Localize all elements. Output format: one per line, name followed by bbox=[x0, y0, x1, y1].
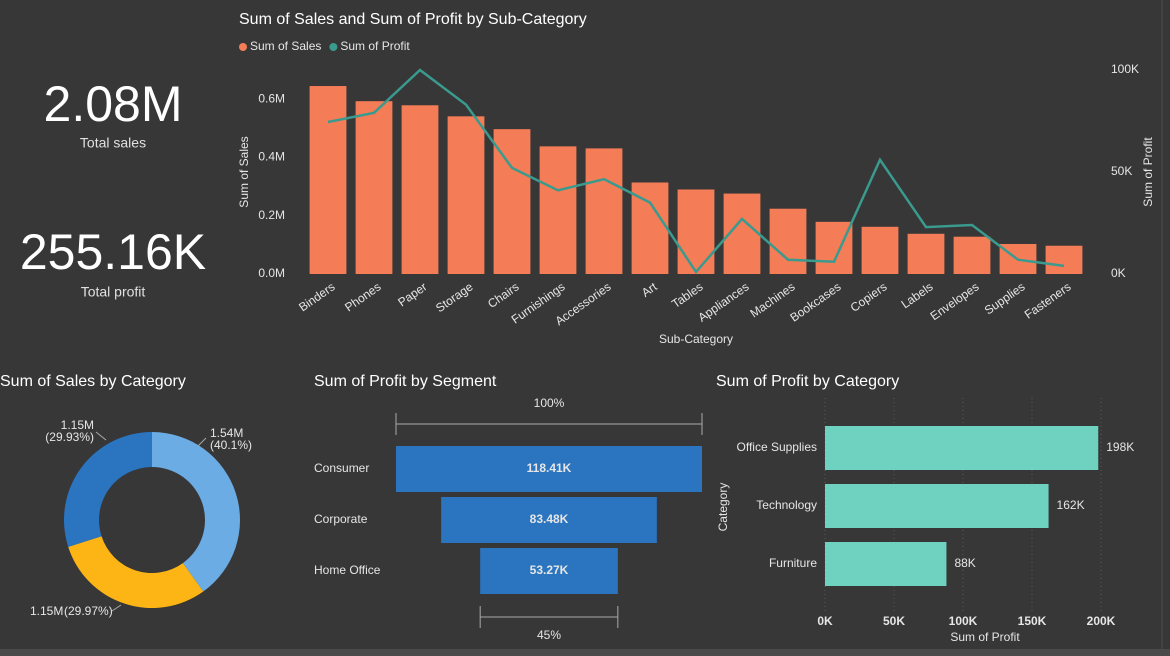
data-label: 1.54M bbox=[210, 426, 243, 440]
y-tick-label: 0.6M bbox=[258, 91, 285, 105]
y-axis-title: Sum of Sales bbox=[237, 136, 251, 207]
data-label: 118.41K bbox=[527, 461, 572, 475]
y-tick-label: 0.2M bbox=[258, 208, 285, 222]
percent-label: (40.1%) bbox=[210, 438, 252, 452]
chart-title: Sum of Sales by Category bbox=[0, 373, 186, 390]
legend-label: Sum of Sales bbox=[250, 39, 321, 53]
kpi-label: Total sales bbox=[80, 135, 146, 151]
data-label: 88K bbox=[954, 556, 975, 570]
y2-axis-title: Sum of Profit bbox=[1141, 137, 1155, 207]
data-label: 53.27K bbox=[530, 563, 569, 577]
line bbox=[327, 68, 1065, 275]
leader-line bbox=[111, 604, 122, 612]
category-label: Consumer bbox=[314, 461, 369, 475]
bar bbox=[825, 542, 947, 586]
x-tick-label: 200K bbox=[1087, 614, 1116, 628]
donut-slice bbox=[152, 432, 241, 592]
data-label: 83.48K bbox=[530, 512, 569, 526]
kpi-label: Total profit bbox=[81, 284, 146, 300]
funnel-bar bbox=[441, 497, 657, 543]
category-label: Furniture bbox=[769, 556, 817, 570]
category-label: Home Office bbox=[314, 563, 381, 577]
conversion-label: 45% bbox=[537, 628, 561, 642]
category-label: Technology bbox=[756, 498, 817, 512]
bottom-bar bbox=[0, 649, 1170, 656]
x-tick-label: 100K bbox=[949, 614, 978, 628]
x-tick-label: 150K bbox=[1018, 614, 1047, 628]
bar bbox=[815, 221, 853, 274]
bar bbox=[825, 426, 1099, 470]
bar bbox=[585, 148, 623, 274]
chart-title: Sum of Profit by Segment bbox=[314, 373, 497, 390]
y2-tick-label: 50K bbox=[1111, 164, 1132, 178]
bar bbox=[1045, 245, 1083, 274]
bar bbox=[953, 236, 991, 274]
y-tick-label: 0.0M bbox=[258, 266, 285, 280]
conversion-label: 100% bbox=[534, 396, 565, 410]
bar bbox=[769, 208, 807, 274]
kpi-value: 2.08M bbox=[44, 76, 183, 132]
bar bbox=[861, 226, 899, 274]
bar bbox=[447, 116, 485, 274]
y2-tick-label: 100K bbox=[1111, 62, 1139, 76]
legend-swatch bbox=[239, 43, 247, 51]
y-axis-title: Category bbox=[716, 483, 730, 532]
leader-line bbox=[95, 431, 107, 441]
kpi-value: 255.16K bbox=[20, 224, 206, 280]
x-tick-label: 50K bbox=[883, 614, 905, 628]
legend-label: Sum of Profit bbox=[340, 39, 410, 53]
bar bbox=[309, 86, 347, 275]
bar bbox=[907, 233, 945, 274]
bar bbox=[677, 189, 715, 274]
funnel-bar bbox=[480, 548, 618, 594]
y-tick-label: 0.4M bbox=[258, 150, 285, 164]
leader-line bbox=[197, 437, 207, 447]
data-label: 162K bbox=[1057, 498, 1085, 512]
donut-slice bbox=[68, 536, 204, 609]
percent-label: (29.93%) bbox=[45, 430, 94, 444]
data-label: 1.15M bbox=[30, 604, 63, 618]
percent-label: (29.97%) bbox=[64, 604, 113, 618]
bar bbox=[825, 484, 1049, 528]
funnel-bar bbox=[396, 446, 702, 492]
bar bbox=[493, 129, 531, 274]
chart-title: Sum of Sales and Sum of Profit by Sub-Ca… bbox=[239, 11, 587, 28]
chart-title: Sum of Profit by Category bbox=[716, 373, 899, 390]
data-label: 198K bbox=[1106, 440, 1134, 454]
category-label: Office Supplies bbox=[737, 440, 818, 454]
bar bbox=[539, 146, 577, 274]
data-label: 1.15M bbox=[61, 418, 94, 432]
x-tick-label: 0K bbox=[817, 614, 833, 628]
x-axis-title: Sum of Profit bbox=[950, 630, 1020, 644]
x-axis-title: Sub-Category bbox=[659, 332, 733, 346]
donut-slice bbox=[63, 432, 152, 547]
y2-tick-label: 0K bbox=[1111, 266, 1126, 280]
bar bbox=[401, 105, 439, 275]
legend-swatch bbox=[329, 43, 338, 51]
category-label: Corporate bbox=[314, 512, 368, 526]
bar bbox=[355, 101, 393, 274]
